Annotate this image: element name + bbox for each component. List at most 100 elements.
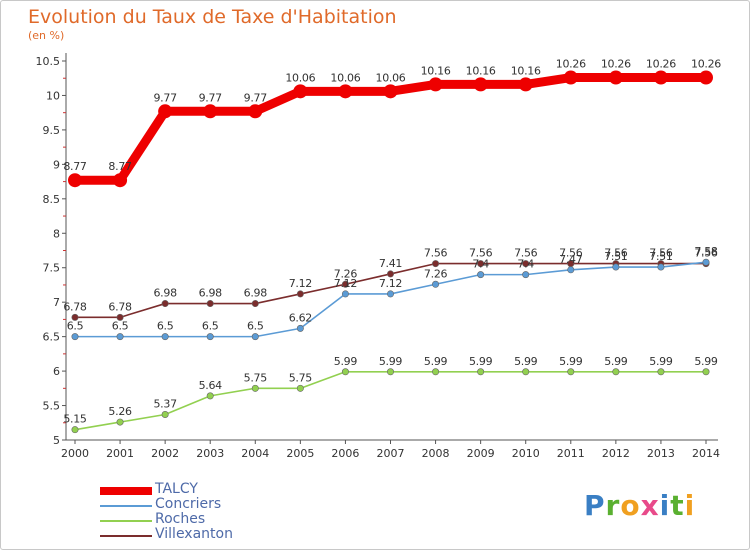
x-tick-label: 2011: [557, 447, 585, 460]
data-label-roches: 5.15: [63, 413, 87, 426]
x-tick-label: 2013: [647, 447, 675, 460]
logo-letter: i: [684, 489, 696, 522]
x-tick-label: 2008: [422, 447, 450, 460]
x-tick-label: 2001: [106, 447, 134, 460]
data-point-concriers: [71, 333, 79, 341]
logo-letter: i: [659, 489, 671, 522]
data-label-villexanton: 6.98: [244, 287, 268, 300]
data-point-roches: [341, 368, 349, 376]
data-label-roches: 5.99: [424, 355, 448, 368]
y-tick-label: 8: [53, 227, 60, 240]
y-tick-label: 10.5: [36, 55, 61, 68]
x-tick-label: 2009: [467, 447, 495, 460]
logo-letter: r: [605, 489, 621, 522]
y-tick-label: 8.5: [43, 193, 61, 206]
y-tick-label: 9: [53, 158, 60, 171]
x-tick-label: 2000: [61, 447, 89, 460]
data-label-villexanton: 6.78: [63, 300, 87, 313]
x-tick-label: 2003: [196, 447, 224, 460]
data-point-talcy: [608, 70, 623, 85]
data-point-talcy: [428, 77, 443, 92]
data-point-talcy: [248, 104, 263, 119]
data-label-talcy: 10.06: [330, 71, 360, 84]
data-label-roches: 5.99: [694, 355, 718, 368]
data-point-concriers: [341, 290, 349, 298]
data-label-villexanton: 7.56: [424, 247, 448, 260]
data-label-talcy: 10.26: [556, 58, 586, 71]
logo-letter: P: [584, 489, 606, 522]
data-label-villexanton: 7.56: [514, 247, 538, 260]
data-label-concriers: 7.51: [604, 250, 627, 263]
data-point-talcy: [338, 84, 353, 99]
y-tick-label: 9.5: [43, 124, 61, 137]
data-point-talcy: [203, 104, 218, 119]
legend-label-concriers: Concriers: [155, 496, 222, 512]
data-label-roches: 5.99: [559, 355, 583, 368]
logo-letter: x: [640, 489, 660, 522]
data-label-concriers: 6.5: [157, 320, 174, 333]
data-point-roches: [522, 368, 530, 376]
data-point-villexanton: [116, 313, 124, 321]
data-point-villexanton: [432, 260, 440, 268]
data-label-roches: 5.75: [244, 371, 268, 384]
y-tick-label: 5.5: [43, 400, 61, 413]
data-point-roches: [251, 384, 259, 392]
data-point-villexanton: [161, 300, 169, 308]
data-point-roches: [432, 368, 440, 376]
x-tick-label: 2006: [331, 447, 359, 460]
data-point-roches: [477, 368, 485, 376]
data-point-roches: [206, 392, 214, 400]
y-tick-label: 6: [53, 365, 60, 378]
logo-letter: o: [620, 489, 641, 522]
data-point-talcy: [563, 70, 578, 85]
data-label-roches: 5.75: [289, 371, 313, 384]
data-point-roches: [296, 384, 304, 392]
data-point-concriers: [477, 271, 485, 279]
y-tick-label: 7: [53, 296, 60, 309]
chart-subtitle: (en %): [28, 29, 65, 42]
data-point-talcy: [68, 173, 82, 188]
data-label-villexanton: 7.41: [379, 257, 402, 270]
x-tick-label: 2004: [241, 447, 269, 460]
data-label-roches: 5.26: [108, 405, 132, 418]
data-point-villexanton: [522, 260, 530, 268]
legend-item-concriers: Concriers: [100, 496, 320, 513]
data-point-concriers: [702, 258, 710, 266]
data-label-concriers: 6.5: [67, 320, 84, 333]
data-label-concriers: 7.4: [472, 258, 489, 271]
data-point-roches: [702, 368, 710, 376]
legend-swatch-talcy: [100, 487, 152, 495]
logo-letter: t: [670, 489, 685, 522]
data-point-roches: [71, 426, 79, 434]
data-point-concriers: [657, 263, 665, 271]
data-label-concriers: 7.47: [559, 253, 583, 266]
data-point-talcy: [473, 77, 488, 92]
legend-swatch-roches: [100, 520, 152, 522]
data-label-concriers: 7.26: [424, 267, 448, 280]
data-label-roches: 5.99: [514, 355, 538, 368]
data-point-concriers: [206, 333, 214, 341]
data-label-talcy: 9.77: [153, 91, 177, 104]
data-point-villexanton: [477, 260, 485, 268]
data-point-concriers: [567, 266, 575, 274]
x-tick-label: 2005: [286, 447, 314, 460]
data-label-talcy: 10.26: [601, 58, 631, 71]
legend-label-talcy: TALCY: [155, 481, 198, 497]
data-point-concriers: [161, 333, 169, 341]
data-point-concriers: [522, 271, 530, 279]
data-point-villexanton: [386, 270, 394, 278]
legend-item-talcy: TALCY: [100, 481, 320, 498]
data-point-talcy: [518, 77, 533, 92]
y-tick-label: 6.5: [43, 331, 61, 344]
data-label-roches: 5.99: [469, 355, 493, 368]
data-point-concriers: [612, 263, 620, 271]
x-tick-label: 2010: [512, 447, 540, 460]
data-label-villexanton: 6.98: [199, 287, 223, 300]
data-label-concriers: 7.51: [649, 250, 672, 263]
data-label-villexanton: 7.12: [289, 277, 312, 290]
data-label-talcy: 10.06: [285, 71, 315, 84]
data-label-villexanton: 7.56: [604, 247, 628, 260]
data-label-talcy: 10.06: [376, 71, 406, 84]
data-label-concriers: 7.12: [334, 277, 357, 290]
data-point-concriers: [296, 324, 304, 332]
